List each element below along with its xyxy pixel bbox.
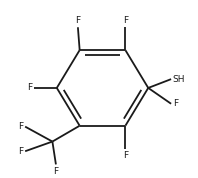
Text: F: F [18,122,23,131]
Text: F: F [53,167,58,176]
Text: SH: SH [173,75,185,84]
Text: F: F [18,147,23,156]
Text: F: F [75,16,80,25]
Text: F: F [123,151,128,160]
Text: F: F [27,83,32,92]
Text: F: F [123,16,128,25]
Text: F: F [173,99,178,108]
